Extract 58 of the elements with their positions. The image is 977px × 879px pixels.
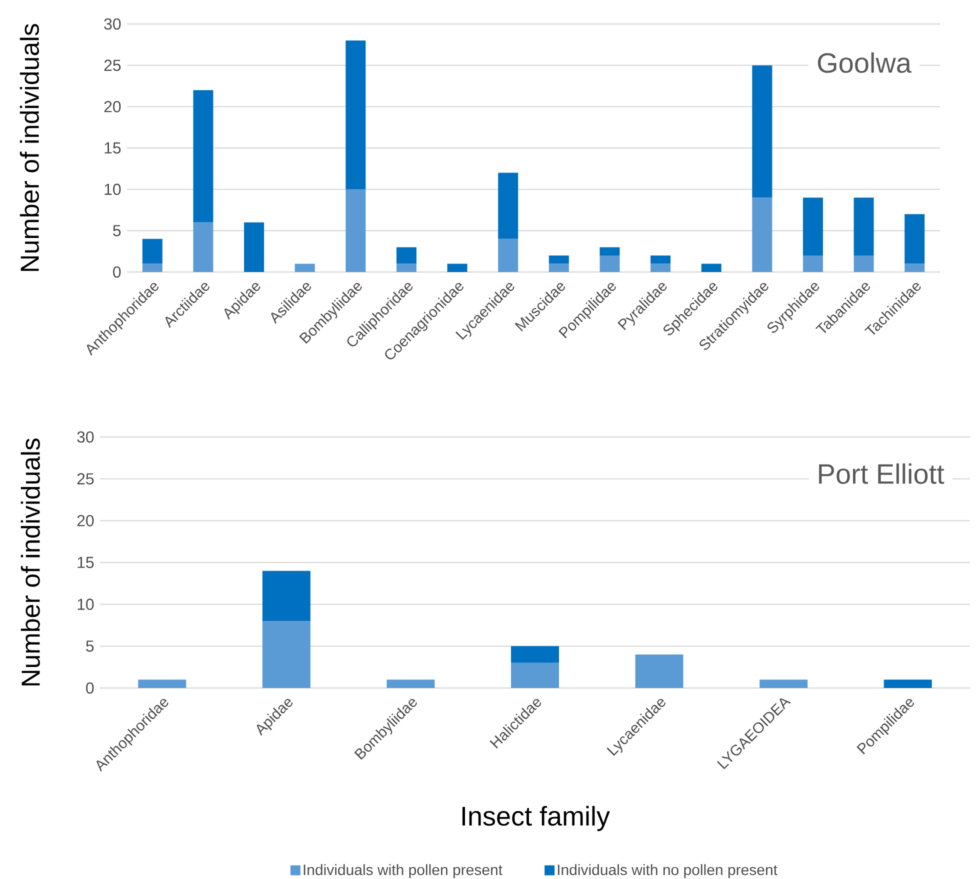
bar xyxy=(138,680,186,688)
y-tick-label: 30 xyxy=(77,431,94,443)
bar xyxy=(511,662,559,688)
y-tick-label: 0 xyxy=(86,682,94,694)
y-tick-label: 25 xyxy=(77,473,94,484)
y-tick-label: 25 xyxy=(104,60,121,71)
bar xyxy=(752,198,772,272)
bar xyxy=(193,222,214,272)
bar xyxy=(548,255,569,264)
text: Port Elliott xyxy=(819,463,944,484)
x-axis-title: Insect family xyxy=(462,806,610,832)
y-tick-label: 20 xyxy=(77,515,94,526)
bar xyxy=(600,247,620,256)
bar xyxy=(904,264,925,272)
y-tick-label: 0 xyxy=(113,266,121,278)
bar xyxy=(396,247,416,264)
bar xyxy=(701,264,722,272)
y-tick-label: 20 xyxy=(104,101,121,112)
bar xyxy=(142,238,162,264)
bar xyxy=(498,238,518,272)
text: Goolwa xyxy=(818,52,912,73)
bar xyxy=(244,222,264,272)
legend-label: Individuals with no pollen present xyxy=(558,864,778,878)
y-axis-title: Number of individuals xyxy=(20,24,39,271)
bar xyxy=(511,646,559,663)
bar xyxy=(884,680,932,688)
bar xyxy=(752,65,772,198)
bar xyxy=(904,214,925,264)
bar xyxy=(346,189,366,272)
bar xyxy=(262,570,310,622)
bar xyxy=(142,264,162,272)
y-tick-label: 5 xyxy=(113,225,121,236)
bar xyxy=(760,680,808,688)
bar xyxy=(396,264,416,272)
legend-label: Individuals with pollen present xyxy=(304,864,502,878)
y-tick-label: 15 xyxy=(104,142,121,154)
bar xyxy=(650,264,671,272)
bar xyxy=(548,264,569,272)
y-tick-label: 10 xyxy=(104,184,121,195)
y-axis-title: Number of individuals xyxy=(20,438,40,686)
bar xyxy=(262,621,310,688)
y-tick-label: 5 xyxy=(86,640,94,652)
y-tick-label: 30 xyxy=(104,18,121,30)
bar xyxy=(294,264,315,272)
bar xyxy=(193,90,214,222)
y-tick-label: 15 xyxy=(78,556,94,568)
bar xyxy=(346,40,366,190)
bar xyxy=(854,255,874,272)
bar xyxy=(498,172,518,239)
bar xyxy=(802,255,823,272)
bar xyxy=(802,198,823,256)
bar xyxy=(635,654,684,688)
bar xyxy=(600,255,620,272)
bar xyxy=(650,255,671,264)
bar xyxy=(854,198,874,256)
y-tick-label: 10 xyxy=(78,598,94,610)
bar xyxy=(386,680,435,688)
bar xyxy=(447,264,468,272)
